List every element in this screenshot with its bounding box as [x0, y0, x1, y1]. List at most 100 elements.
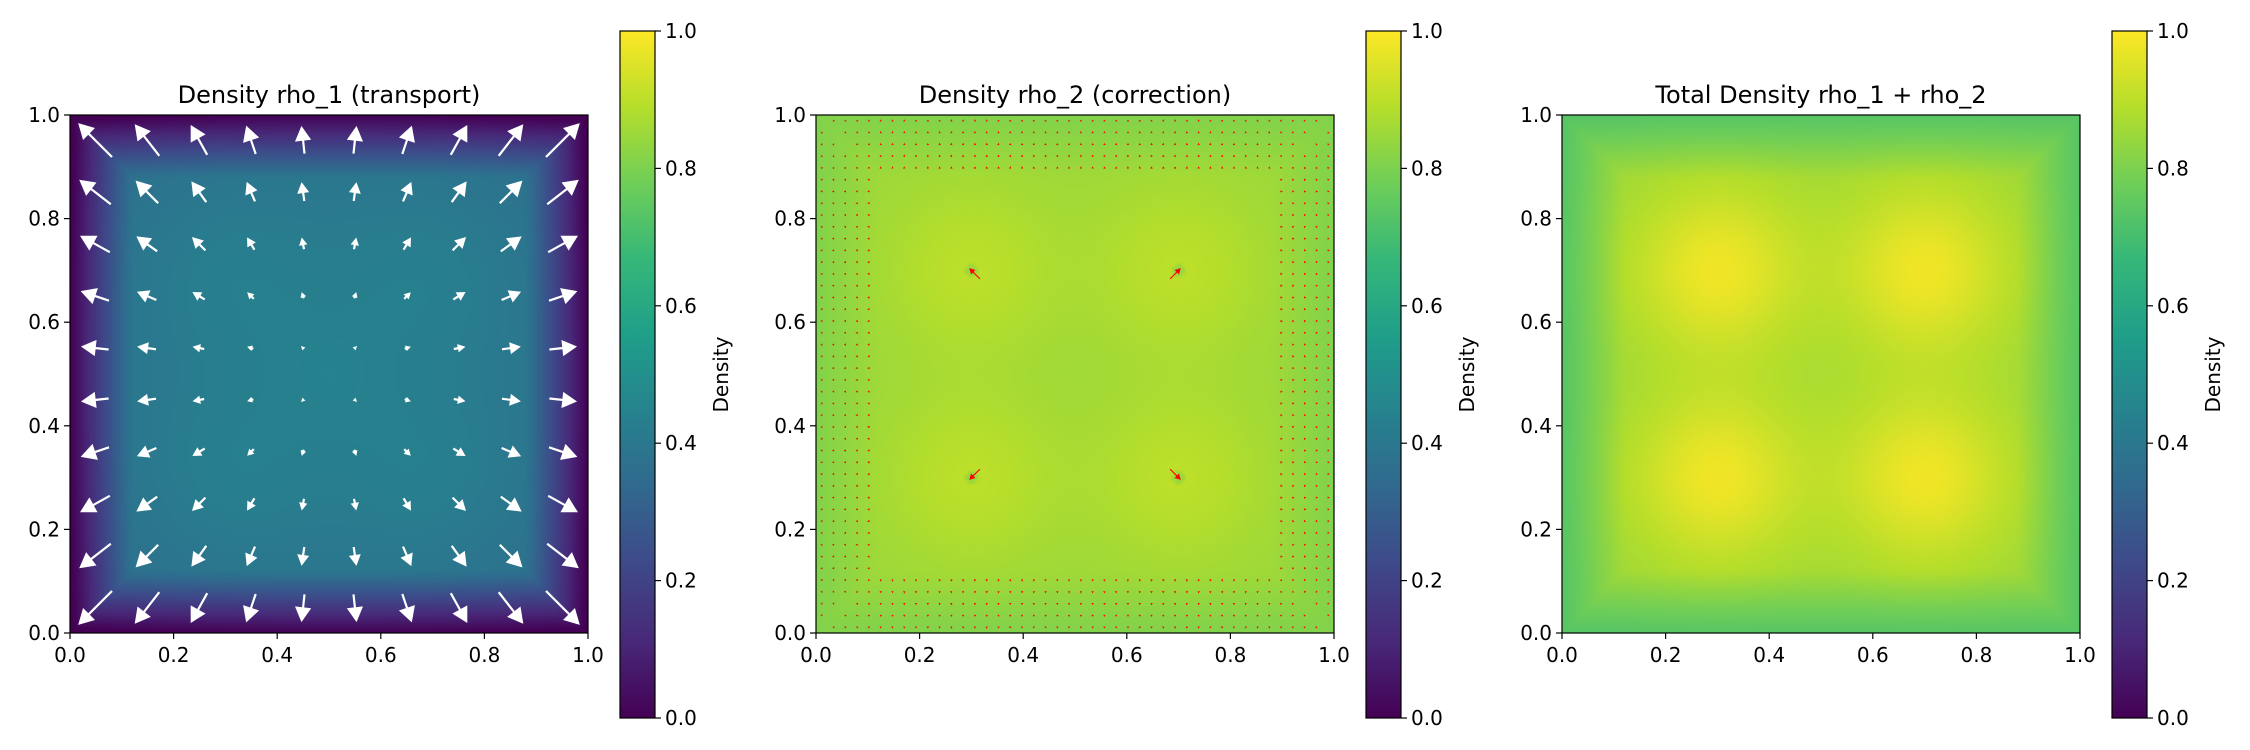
- quiver-arrow: [843, 296, 846, 299]
- quiver-arrow: [1103, 142, 1106, 146]
- quiver-arrow: [243, 593, 260, 623]
- quiver-arrow: [867, 261, 870, 264]
- quiver-arrow: [1304, 296, 1307, 299]
- quiver-arrow: [1044, 154, 1047, 157]
- quiver-arrow: [1315, 272, 1318, 276]
- quiver-arrow: [350, 498, 359, 511]
- quiver-arrow: [1280, 425, 1283, 429]
- quiver-arrow: [820, 260, 823, 264]
- colorbar-tick-label: 0.0: [2157, 706, 2189, 730]
- quiver-arrow: [855, 261, 858, 264]
- quiver-arrow: [832, 390, 835, 393]
- quiver-arrow: [1055, 166, 1059, 169]
- quiver-arrow: [1304, 472, 1307, 476]
- quiver-arrow: [1150, 142, 1153, 145]
- quiver-arrow: [938, 603, 941, 606]
- quiver-arrow: [247, 345, 254, 352]
- quiver-arrow: [1185, 614, 1189, 617]
- quiver-arrow: [1280, 202, 1283, 205]
- y-tick-label: 0.6: [774, 310, 806, 334]
- quiver-arrow: [1303, 225, 1307, 229]
- quiver-arrow: [903, 579, 906, 582]
- quiver-arrow: [1197, 579, 1200, 582]
- quiver-arrow: [499, 544, 523, 568]
- quiver-arrow: [1304, 249, 1307, 252]
- quiver-arrow: [1044, 602, 1047, 606]
- quiver-arrow: [832, 355, 835, 358]
- quiver-arrow: [938, 579, 941, 582]
- quiver-arrow: [867, 272, 870, 276]
- quiver-arrow: [1280, 413, 1283, 417]
- quiver-arrow: [855, 566, 858, 570]
- quiver-arrow: [867, 508, 870, 511]
- quiver-arrow: [1292, 390, 1295, 393]
- quiver-arrow: [1091, 591, 1094, 594]
- quiver-arrow: [500, 495, 522, 512]
- quiver-arrow: [404, 345, 411, 352]
- quiver-arrow: [402, 497, 411, 511]
- quiver-arrow: [1126, 154, 1130, 157]
- quiver-arrow: [1232, 142, 1236, 145]
- quiver-arrow: [1292, 284, 1295, 288]
- y-tick-label: 0.2: [28, 517, 60, 541]
- quiver-arrow: [191, 181, 208, 203]
- quiver-arrow: [1304, 260, 1307, 264]
- x-tick-label: 0.6: [365, 643, 397, 667]
- quiver-arrow: [843, 260, 846, 264]
- x-tick-label: 0.4: [261, 643, 293, 667]
- quiver-arrow: [1162, 142, 1165, 145]
- quiver-arrow: [346, 125, 364, 154]
- quiver-arrow: [1220, 142, 1224, 146]
- quiver-arrow: [352, 345, 358, 351]
- quiver-arrow: [867, 319, 870, 323]
- quiver-arrow: [1232, 579, 1236, 582]
- quiver-arrow: [855, 284, 858, 288]
- quiver-arrow: [1292, 508, 1295, 511]
- quiver-arrow: [843, 402, 847, 405]
- panel-title: Density rho_2 (correction): [919, 81, 1231, 109]
- quiver-arrow: [961, 626, 965, 629]
- quiver-arrow: [973, 579, 977, 582]
- quiver-arrow: [938, 591, 941, 594]
- quiver-arrow: [843, 519, 847, 523]
- quiver-arrow: [80, 339, 109, 357]
- panel-rho1: Density rho_1 (transport) 0.0 0.2 0.4 0.6 0.…: [28, 19, 733, 730]
- quiver-arrow: [545, 590, 580, 625]
- quiver-arrow: [1315, 213, 1318, 217]
- x-tick-label: 0.8: [468, 643, 500, 667]
- y-tick-label: 0.0: [28, 621, 60, 645]
- quiver-arrow: [1280, 496, 1283, 499]
- quiver-arrow: [926, 626, 930, 629]
- quiver-arrow: [79, 542, 112, 569]
- quiver-arrow: [1280, 331, 1283, 335]
- quiver-arrow: [1292, 237, 1295, 240]
- quiver-arrow: [1126, 603, 1130, 606]
- quiver-arrow: [855, 213, 858, 217]
- quiver-arrow: [134, 124, 161, 157]
- quiver-arrow: [843, 461, 846, 464]
- quiver-arrow: [1103, 579, 1106, 582]
- quiver-arrow: [962, 591, 965, 594]
- colorbar-ticks: 0.0 0.2 0.4 0.6 0.8 1.0: [1401, 19, 1443, 730]
- quiver-arrow: [1126, 142, 1130, 145]
- quiver-arrow: [1008, 602, 1012, 606]
- quiver-arrow: [1209, 603, 1212, 606]
- quiver-arrow: [294, 125, 312, 154]
- quiver-arrow: [1056, 591, 1059, 594]
- quiver-arrow: [914, 166, 918, 169]
- quiver-arrow: [1173, 614, 1177, 617]
- quiver-arrow: [452, 447, 466, 456]
- quiver-arrow: [1020, 154, 1024, 157]
- quiver-arrow: [867, 567, 870, 570]
- y-tick-label: 0.8: [28, 207, 60, 231]
- quiver-arrow: [1209, 166, 1212, 169]
- quiver-arrow: [855, 402, 858, 405]
- panel-rho2: Density rho_2 (correction) 0.0 0.2 0.4 0.6 0…: [774, 19, 1479, 730]
- quiver-arrow: [449, 592, 468, 623]
- quiver-arrow: [1267, 154, 1271, 157]
- quiver-arrow: [1280, 508, 1283, 511]
- y-tick-label: 0.6: [28, 310, 60, 334]
- quiver-arrow: [832, 225, 835, 229]
- quiver-arrow: [190, 125, 209, 156]
